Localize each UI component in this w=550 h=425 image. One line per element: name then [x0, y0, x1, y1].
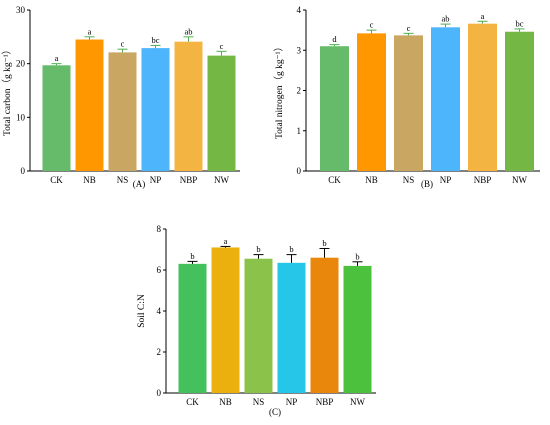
bar — [75, 39, 104, 172]
x-tick-label: NB — [365, 175, 378, 185]
significance-letter: bc — [151, 35, 159, 45]
y-tick-label: 0 — [157, 388, 162, 398]
panel-label: (B) — [421, 179, 433, 189]
chart-panel-b: 0 1 2 3 4 Total nitrogen（g kg⁻¹） d CK c NB c NS ab NP… — [273, 5, 540, 189]
significance-letter: a — [481, 11, 485, 21]
bar — [394, 35, 423, 171]
significance-letter: bc — [515, 18, 523, 28]
significance-letter: c — [121, 39, 125, 49]
significance-letter: ab — [441, 14, 449, 24]
chart-panel-c: 0 2 4 6 8 Soil C:N b CK a NB b NS b NP b NBP b NW (C) — [137, 224, 376, 417]
y-tick-label: 20 — [16, 59, 26, 69]
x-tick-label: CK — [328, 175, 341, 185]
bar — [357, 33, 386, 171]
significance-letter: c — [407, 23, 411, 33]
significance-letter: ab — [184, 26, 192, 36]
y-axis-label: Total carbon（g kg⁻¹） — [1, 45, 13, 136]
y-axis-label: Total nitrogen（g kg⁻¹） — [273, 42, 285, 139]
y-tick-label: 2 — [297, 86, 302, 96]
significance-letter: b — [289, 244, 293, 254]
significance-letter: d — [332, 34, 337, 44]
panel-label: (A) — [133, 179, 146, 189]
y-tick-label: 4 — [297, 5, 302, 15]
bar — [468, 23, 497, 172]
significance-letter: b — [355, 251, 359, 261]
y-tick-label: 30 — [16, 5, 26, 15]
x-tick-label: NW — [350, 397, 365, 407]
significance-letter: b — [322, 238, 326, 248]
x-tick-label: NBP — [316, 397, 334, 407]
bar — [505, 31, 534, 171]
x-tick-label: NP — [150, 175, 162, 185]
x-tick-label: NB — [83, 175, 96, 185]
bar — [174, 41, 203, 172]
x-tick-label: NS — [117, 175, 129, 185]
bar — [178, 263, 207, 393]
significance-letter: a — [224, 236, 228, 246]
y-tick-label: 0 — [297, 166, 302, 176]
x-tick-label: NS — [253, 397, 265, 407]
bar — [108, 52, 137, 171]
y-tick-label: 0 — [21, 166, 26, 176]
y-tick-label: 6 — [157, 265, 162, 275]
significance-letter: c — [370, 20, 374, 30]
y-tick-label: 8 — [157, 224, 162, 234]
panel-label: (C) — [269, 407, 281, 417]
y-tick-label: 3 — [297, 45, 302, 55]
x-tick-label: NP — [286, 397, 298, 407]
y-tick-label: 4 — [157, 306, 162, 316]
x-tick-label: NW — [214, 175, 229, 185]
significance-letter: a — [55, 53, 59, 63]
bar — [277, 262, 306, 393]
y-axis-label: Soil C:N — [137, 294, 147, 328]
x-tick-label: NS — [403, 175, 415, 185]
bar — [343, 265, 372, 393]
bar — [320, 46, 349, 171]
bar — [141, 48, 170, 171]
significance-letter: c — [220, 41, 224, 51]
x-tick-label: NP — [440, 175, 452, 185]
bar — [431, 27, 460, 172]
chart-panel-a: 0 10 20 30 Total carbon（g kg⁻¹） a CK a NB c NS bc NP… — [1, 5, 240, 189]
x-tick-label: NW — [512, 175, 527, 185]
bar — [207, 55, 236, 171]
significance-letter: a — [88, 26, 92, 36]
bar — [310, 257, 339, 393]
x-tick-label: NBP — [180, 175, 198, 185]
bar — [244, 258, 273, 393]
x-tick-label: CK — [186, 397, 199, 407]
significance-letter: b — [256, 244, 260, 254]
x-tick-label: NBP — [474, 175, 492, 185]
bar — [211, 247, 240, 393]
bar — [42, 65, 71, 171]
significance-letter: b — [190, 251, 194, 261]
y-tick-label: 10 — [16, 112, 26, 122]
y-tick-label: 2 — [157, 347, 162, 357]
x-tick-label: NB — [219, 397, 232, 407]
y-tick-label: 1 — [297, 126, 302, 136]
x-tick-label: CK — [50, 175, 63, 185]
